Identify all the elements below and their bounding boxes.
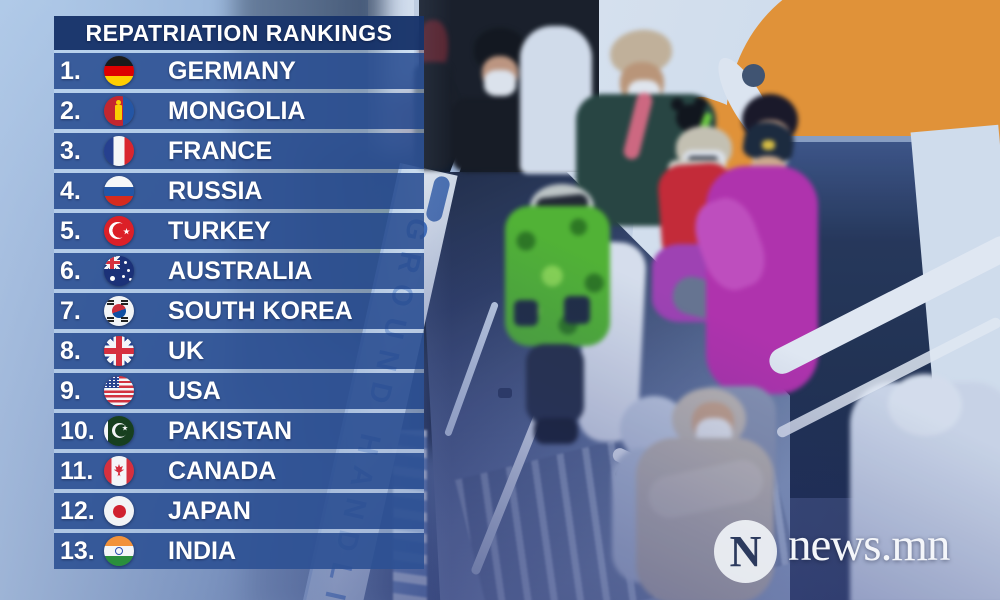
rankings-panel: REPATRIATION RANKINGS 1. GERMANY 2. MONG… <box>54 16 424 569</box>
rank-label: 10. <box>60 416 95 445</box>
ranking-row-3: 3. FRANCE <box>54 133 424 169</box>
flag-pakistan-icon <box>104 416 134 446</box>
country-label: JAPAN <box>168 496 251 525</box>
ranking-row-10: 10. PAKISTAN <box>54 413 424 449</box>
flag-south-korea-icon <box>104 296 134 326</box>
flag-france-icon <box>104 136 134 166</box>
country-label: PAKISTAN <box>168 416 293 445</box>
rank-label: 2. <box>60 96 81 125</box>
news-mn-logo-circle: N <box>714 520 777 583</box>
flag-japan-icon <box>104 496 134 526</box>
flag-australia-icon <box>104 256 134 286</box>
ranking-row-11: 11. CANADA <box>54 453 424 489</box>
news-mn-logo-letter: N <box>729 526 762 576</box>
country-label: AUSTRALIA <box>168 256 313 285</box>
ranking-row-9: 9. USA <box>54 373 424 409</box>
news-mn-wordmark: news.mn <box>788 519 950 571</box>
ranking-row-2: 2. MONGOLIA <box>54 93 424 129</box>
country-label: SOUTH KOREA <box>168 296 353 325</box>
flag-uk-icon <box>104 336 134 366</box>
ranking-row-6: 6. AUSTRALIA <box>54 253 424 289</box>
rank-label: 6. <box>60 256 81 285</box>
ranking-row-12: 12. JAPAN <box>54 493 424 529</box>
country-label: INDIA <box>168 536 237 565</box>
rank-label: 13. <box>60 536 95 565</box>
flag-usa-icon <box>104 376 134 406</box>
rank-label: 9. <box>60 376 81 405</box>
ranking-row-1: 1. GERMANY <box>54 53 424 89</box>
country-label: MONGOLIA <box>168 96 306 125</box>
flag-russia-icon <box>104 176 134 206</box>
rank-label: 11. <box>60 456 94 485</box>
country-label: UK <box>168 336 205 365</box>
ranking-row-13: 13. INDIA <box>54 533 424 569</box>
ranking-row-7: 7. SOUTH KOREA <box>54 293 424 329</box>
country-label: TURKEY <box>168 216 271 245</box>
ranking-row-4: 4. RUSSIA <box>54 173 424 209</box>
country-label: CANADA <box>168 456 277 485</box>
rank-label: 4. <box>60 176 81 205</box>
rank-label: 1. <box>60 56 81 85</box>
rank-label: 3. <box>60 136 81 165</box>
flag-canada-icon <box>104 456 134 486</box>
flag-mongolia-icon <box>104 96 134 126</box>
ranking-row-8: 8. UK <box>54 333 424 369</box>
flag-india-icon <box>104 536 134 566</box>
flag-turkey-icon <box>104 216 134 246</box>
flag-germany-icon <box>104 56 134 86</box>
ranking-row-5: 5. TURKEY <box>54 213 424 249</box>
country-label: FRANCE <box>168 136 273 165</box>
rank-label: 5. <box>60 216 81 245</box>
country-label: RUSSIA <box>168 176 263 205</box>
panel-title: REPATRIATION RANKINGS <box>54 16 424 50</box>
country-label: GERMANY <box>168 56 296 85</box>
country-label: USA <box>168 376 221 405</box>
rank-label: 12. <box>60 496 95 525</box>
rank-label: 8. <box>60 336 81 365</box>
rank-label: 7. <box>60 296 81 325</box>
